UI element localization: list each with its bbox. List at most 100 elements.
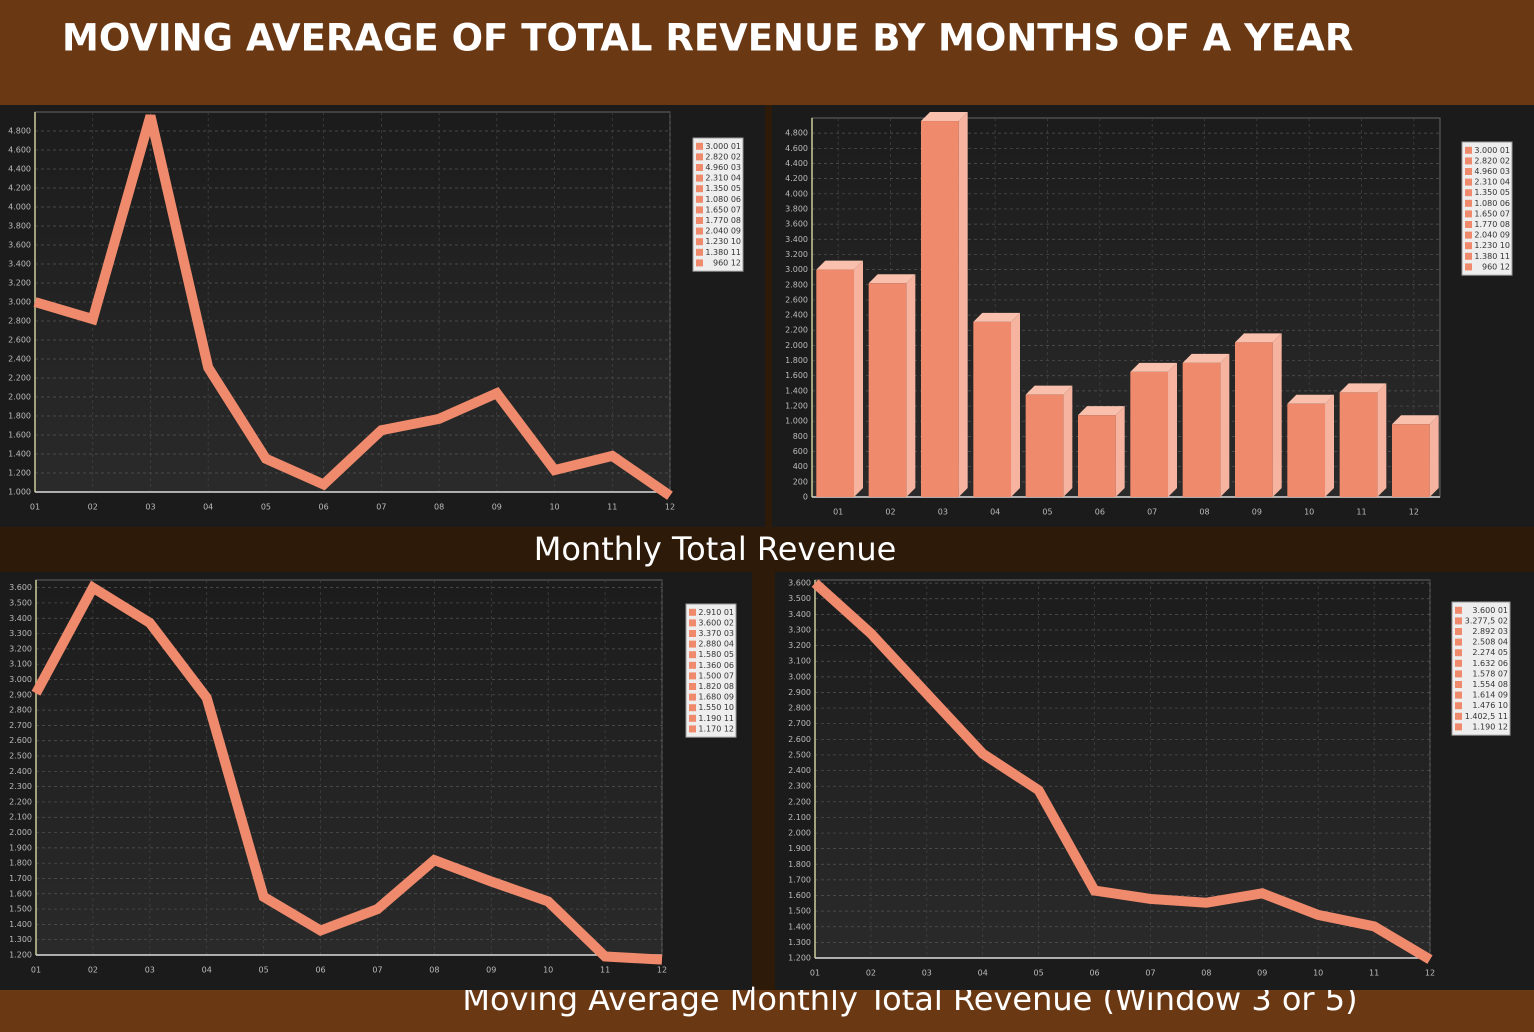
plot-area [814,579,1431,959]
legend-swatch [1455,659,1462,667]
y-tick-label: 2.300 [9,782,32,791]
x-tick-label: 07 [1145,969,1155,978]
header-band [0,0,1534,105]
legend-swatch [696,174,703,182]
legend-swatch [1465,168,1472,175]
y-tick-label: 2.100 [788,813,811,822]
bar-side [1115,406,1125,497]
y-tick-label: 3.400 [788,610,811,619]
legend-label: 2.910 01 [698,608,734,617]
legend-label: 1.190 11 [698,714,734,723]
y-tick-label: 1.600 [8,431,31,440]
legend-label: 1.820 08 [698,682,734,691]
x-tick-label: 10 [1313,969,1323,978]
y-tick-label: 800 [793,432,808,441]
y-tick-label: 3.600 [8,241,31,250]
bar [1287,403,1326,497]
legend-label: 1.500 07 [698,671,734,680]
x-tick-label: 02 [88,503,98,512]
legend-swatch [696,195,703,203]
bar [816,269,855,497]
bar [1077,415,1116,497]
y-tick-label: 2.300 [788,782,811,791]
bar-side [1429,415,1439,497]
x-tick-label: 09 [1252,508,1262,517]
legend-swatch [689,619,696,627]
legend-label: 1.230 10 [1474,241,1510,250]
x-tick-label: 10 [549,503,559,512]
bar [1130,371,1169,497]
y-tick-label: 0 [803,493,808,502]
legend-swatch [696,185,703,193]
bar [1025,394,1064,497]
x-tick-label: 08 [1199,508,1209,517]
y-tick-label: 4.000 [785,189,808,198]
legend-swatch [689,714,696,722]
y-tick-label: 1.900 [788,844,811,853]
legend-swatch [1465,263,1472,271]
y-tick-label: 1.200 [785,402,808,411]
legend-label: 1.402,5 11 [1465,712,1508,721]
legend-swatch [689,704,696,712]
x-tick-label: 09 [486,966,496,975]
legend-swatch [1465,199,1472,207]
legend-swatch [1455,606,1462,614]
y-tick-label: 2.600 [8,336,31,345]
legend-swatch [1455,638,1462,646]
legend-label: 2.040 09 [1474,231,1510,240]
x-tick-label: 01 [833,508,843,517]
caption: Monthly Total Revenue [534,530,897,568]
x-tick-label: 12 [657,966,667,975]
y-tick-label: 3.000 [785,265,808,274]
legend-swatch [689,651,696,659]
y-tick-label: 3.100 [788,657,811,666]
legend-swatch [1465,252,1472,260]
y-tick-label: 3.400 [785,235,808,244]
x-tick-label: 03 [145,503,155,512]
y-tick-label: 4.200 [785,174,808,183]
x-tick-label: 03 [922,969,932,978]
legend-swatch [696,227,703,235]
legend-swatch [689,683,696,690]
legend-swatch [689,725,696,733]
y-tick-label: 1.700 [9,874,32,883]
y-tick-label: 2.700 [788,719,811,728]
legend-swatch [689,693,696,701]
y-tick-label: 3.300 [9,629,32,638]
y-tick-label: 1.700 [788,875,811,884]
x-tick-label: 07 [376,503,386,512]
legend-label: 1.650 07 [705,205,741,214]
x-tick-label: 06 [319,503,329,512]
legend-label: 2.892 03 [1472,627,1508,636]
legend-label: 2.820 02 [1474,156,1510,165]
x-tick-label: 02 [88,966,98,975]
y-tick-label: 1.400 [9,920,32,929]
legend-label: 1.476 10 [1472,701,1508,710]
y-tick-label: 2.100 [9,813,32,822]
y-tick-label: 3.800 [785,204,808,213]
x-tick-label: 12 [1409,508,1419,517]
bar-side [1011,312,1021,497]
bar-side [958,112,968,498]
x-tick-label: 11 [607,503,617,512]
legend-label: 1.350 05 [705,184,741,193]
y-tick-label: 1.300 [9,935,32,944]
legend-swatch [689,661,696,669]
legend-swatch [1455,670,1462,678]
legend-label: 1.380 11 [1474,252,1510,261]
legend-label: 2.820 02 [705,152,741,161]
legend-label: 2.274 05 [1472,648,1508,657]
y-tick-label: 2.400 [785,311,808,320]
legend-label: 3.000 01 [705,142,741,151]
legend-swatch [1465,146,1472,154]
x-tick-label: 09 [492,503,502,512]
legend-label: 2.310 04 [705,174,741,183]
x-tick-label: 06 [1095,508,1105,517]
y-tick-label: 600 [793,447,808,456]
bar-top [1391,415,1439,425]
legend-label: 2.508 04 [1472,638,1508,647]
legend-swatch [1455,649,1462,657]
x-tick-label: 04 [202,966,212,975]
x-tick-label: 09 [1257,969,1267,978]
